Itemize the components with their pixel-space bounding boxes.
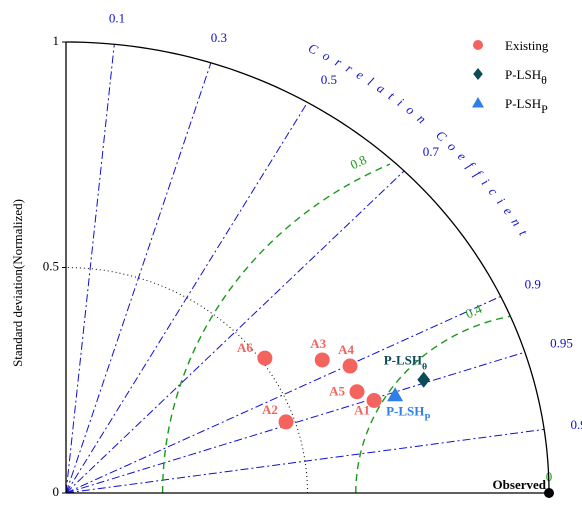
legend-label-sub: P — [541, 102, 548, 116]
correlation-line — [65, 428, 545, 494]
rmsd-arc — [161, 163, 391, 494]
observed-label: Observed — [493, 477, 547, 492]
correlation-tick-label: 0.1 — [109, 11, 125, 26]
rmsd-arc — [355, 315, 510, 494]
correlation-tick-label: 0.9 — [525, 277, 541, 292]
observed-point — [544, 488, 554, 498]
point-label-base: P-LSH — [386, 403, 424, 418]
rmsd-tick-label: 0.4 — [463, 301, 485, 322]
point-label: A3 — [310, 336, 326, 351]
point-label: A6 — [237, 340, 253, 355]
correlation-line — [65, 295, 501, 494]
point-label: A5 — [329, 384, 345, 399]
legend-label: Existing — [505, 38, 549, 53]
point-label: A1 — [354, 403, 370, 418]
legend-label: P-LSHP — [505, 96, 548, 116]
point-label-base: P-LSH — [384, 353, 422, 368]
legend-marker — [473, 40, 483, 50]
correlation-line — [65, 170, 405, 494]
point-label: P-LSHθ — [384, 353, 427, 373]
correlation-line — [65, 44, 115, 494]
point-label-sub: P — [424, 412, 430, 423]
legend-marker — [472, 97, 484, 108]
point-label: P-LSHP — [386, 403, 430, 423]
correlation-line — [65, 62, 212, 494]
data-point — [314, 352, 330, 368]
data-point — [349, 384, 365, 400]
correlation-tick-label: 0.3 — [211, 30, 227, 45]
legend-label: P-LSHθ — [505, 67, 547, 87]
data-point — [342, 358, 358, 374]
point-label: A2 — [262, 402, 278, 417]
data-point — [278, 414, 294, 430]
correlation-tick-label: 0.95 — [550, 335, 573, 350]
correlation-line — [65, 351, 525, 494]
point-label-sub: θ — [422, 362, 427, 373]
y-tick-label: 0 — [53, 484, 60, 499]
legend-label-base: P-LSH — [505, 96, 541, 111]
data-point — [417, 371, 431, 388]
legend-label-base: P-LSH — [505, 67, 541, 82]
correlation-line — [65, 102, 308, 494]
y-axis-label: Standard deviation(Normalized) — [10, 199, 25, 367]
correlation-axis-title-text: Correlation Coefficient — [306, 40, 527, 244]
correlation-tick-label: 0.7 — [423, 144, 440, 159]
data-point — [257, 350, 273, 366]
legend-label-sub: θ — [541, 73, 547, 87]
correlation-tick-label: 0.5 — [321, 72, 337, 87]
data-point — [366, 393, 382, 409]
point-label: A4 — [338, 342, 354, 357]
correlation-axis-title: Correlation Coefficient — [306, 40, 535, 244]
y-tick-label: 1 — [53, 33, 60, 48]
data-point — [387, 387, 404, 402]
legend-label-base: Existing — [505, 38, 549, 53]
rmsd-tick-label: 0.8 — [348, 152, 369, 172]
outer-arc — [65, 41, 550, 494]
y-tick-label: 0.5 — [43, 258, 59, 273]
legend-marker — [473, 68, 483, 80]
correlation-tick-label: 0.99 — [570, 417, 582, 432]
